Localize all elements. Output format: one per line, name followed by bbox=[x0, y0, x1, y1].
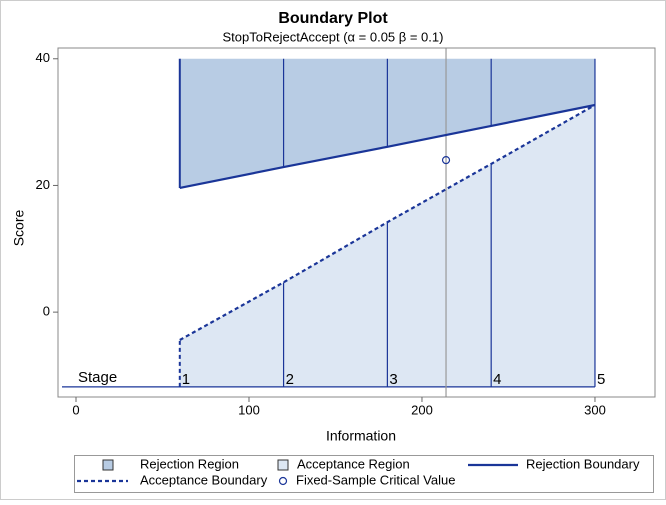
x-tick-label: 0 bbox=[72, 402, 79, 417]
y-tick-label: 40 bbox=[36, 50, 50, 65]
chart-subtitle: StopToRejectAccept (α = 0.05 β = 0.1) bbox=[223, 29, 444, 44]
x-tick-label: 300 bbox=[584, 402, 606, 417]
legend-label: Acceptance Boundary bbox=[140, 472, 268, 487]
legend-swatch bbox=[102, 459, 114, 471]
stage-number: 2 bbox=[286, 371, 294, 388]
critical-point bbox=[441, 156, 451, 165]
x-tick-label: 100 bbox=[238, 402, 260, 417]
stage-number: 5 bbox=[597, 371, 605, 388]
y-tick-label: 0 bbox=[43, 304, 50, 319]
legend-label: Rejection Region bbox=[140, 456, 239, 471]
stage-number: 3 bbox=[389, 371, 397, 388]
stage-number: 1 bbox=[182, 371, 190, 388]
stage-label: Stage bbox=[78, 369, 117, 386]
plot-area: 1 2 3 4 5 Stage bbox=[62, 48, 605, 397]
legend-marker bbox=[278, 476, 288, 486]
legend-items: Rejection Region Acceptance Region Rejecti… bbox=[77, 456, 640, 487]
boundary-line bbox=[179, 104, 596, 341]
y-tick-label: 20 bbox=[36, 177, 50, 192]
legend-label: Fixed-Sample Critical Value bbox=[296, 472, 455, 487]
legend-label: Rejection Boundary bbox=[526, 456, 640, 471]
x-axis-label: Information bbox=[326, 428, 396, 444]
plot-frame bbox=[57, 47, 656, 398]
chart-title: Boundary Plot bbox=[278, 10, 388, 27]
y-axis-label: Score bbox=[11, 210, 27, 247]
legend bbox=[74, 455, 654, 493]
legend-swatch bbox=[277, 459, 289, 471]
legend-label: Acceptance Region bbox=[297, 456, 410, 471]
x-tick-label: 200 bbox=[411, 402, 433, 417]
boundary-line bbox=[179, 103, 596, 190]
stage-number: 4 bbox=[493, 371, 501, 388]
